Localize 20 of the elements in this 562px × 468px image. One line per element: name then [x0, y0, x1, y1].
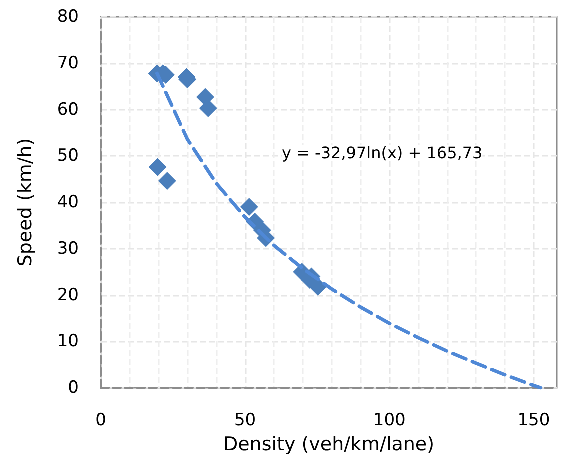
- y-tick-label: 50: [57, 146, 79, 166]
- point: [199, 99, 218, 118]
- x-axis-title: Density (veh/km/lane): [223, 434, 435, 456]
- x-tick-label: 0: [96, 410, 106, 430]
- y-axis-title: Speed (km/h): [14, 138, 36, 267]
- y-tick-label: 60: [57, 100, 79, 120]
- y-tick-label: 80: [57, 7, 79, 27]
- x-tick-label: 50: [234, 410, 256, 430]
- y-tick-label: 20: [57, 285, 79, 306]
- point: [158, 172, 176, 190]
- y-tick-label: 40: [57, 192, 79, 212]
- x-tick-label: 150: [518, 410, 550, 430]
- point: [148, 158, 167, 176]
- y-tick-label: 0: [68, 378, 79, 398]
- point: [240, 198, 258, 216]
- annotation: y = -32,97ln(x) + 165,73: [282, 144, 483, 162]
- y-tick-label: 10: [57, 332, 79, 352]
- x-tick-label: 100: [373, 410, 406, 430]
- y-tick-label: 30: [57, 238, 79, 259]
- y-tick-label: 70: [57, 53, 79, 74]
